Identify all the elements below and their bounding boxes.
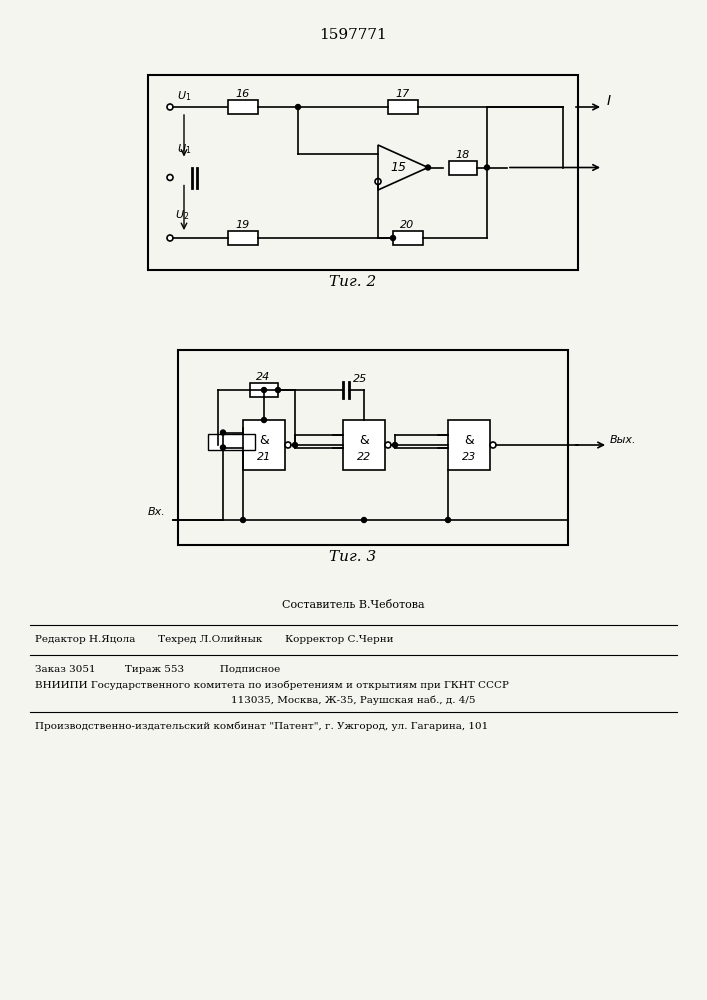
- Bar: [449, 160, 477, 174]
- Text: 21: 21: [257, 452, 271, 462]
- Circle shape: [426, 165, 431, 170]
- Text: Составитель В.Чеботова: Составитель В.Чеботова: [281, 600, 424, 610]
- Circle shape: [276, 387, 281, 392]
- Bar: [148, 75, 578, 270]
- Text: 16: 16: [235, 89, 250, 99]
- Circle shape: [293, 442, 298, 448]
- Circle shape: [484, 165, 489, 170]
- Text: &: &: [259, 434, 269, 446]
- Text: 25: 25: [353, 374, 367, 384]
- Text: $I$: $I$: [606, 94, 612, 108]
- Circle shape: [216, 442, 221, 448]
- Text: $U_1$: $U_1$: [177, 89, 192, 103]
- Circle shape: [221, 445, 226, 450]
- Text: &: &: [464, 434, 474, 446]
- Text: 17: 17: [395, 89, 409, 99]
- Bar: [343, 420, 385, 470]
- Text: 113035, Москва, Ж-35, Раушская наб., д. 4/5: 113035, Москва, Ж-35, Раушская наб., д. …: [230, 695, 475, 705]
- Circle shape: [167, 235, 173, 241]
- Bar: [228, 100, 258, 114]
- Text: 19: 19: [235, 220, 250, 230]
- Text: Производственно-издательский комбинат "Патент", г. Ужгород, ул. Гагарина, 101: Производственно-издательский комбинат "П…: [35, 721, 489, 731]
- Circle shape: [167, 104, 173, 110]
- Text: Вых.: Вых.: [610, 435, 636, 445]
- Text: Τиг. 2: Τиг. 2: [329, 275, 377, 289]
- Text: 23: 23: [462, 452, 476, 462]
- Text: Τиг. 3: Τиг. 3: [329, 550, 377, 564]
- Text: $U_2$: $U_2$: [175, 208, 189, 222]
- Bar: [178, 350, 568, 545]
- Circle shape: [262, 418, 267, 422]
- Circle shape: [262, 387, 267, 392]
- Circle shape: [392, 442, 397, 448]
- Text: Заказ 3051         Тираж 553           Подписное: Заказ 3051 Тираж 553 Подписное: [35, 666, 280, 674]
- Circle shape: [221, 430, 226, 435]
- Bar: [250, 383, 278, 397]
- Circle shape: [167, 174, 173, 180]
- Bar: [228, 231, 258, 245]
- Circle shape: [390, 235, 395, 240]
- Circle shape: [445, 518, 450, 522]
- Text: ВНИИПИ Государственного комитета по изобретениям и открытиям при ГКНТ СССР: ВНИИПИ Государственного комитета по изоб…: [35, 680, 509, 690]
- Circle shape: [285, 442, 291, 448]
- Text: 15: 15: [390, 161, 406, 174]
- Circle shape: [361, 518, 366, 522]
- Bar: [393, 231, 423, 245]
- Circle shape: [296, 104, 300, 109]
- Bar: [208, 434, 255, 450]
- Text: 22: 22: [357, 452, 371, 462]
- Circle shape: [240, 518, 245, 522]
- Bar: [448, 420, 490, 470]
- Text: &: &: [359, 434, 369, 446]
- Bar: [243, 420, 285, 470]
- Text: 18: 18: [455, 149, 469, 159]
- Text: Вх.: Вх.: [148, 507, 165, 517]
- Text: 20: 20: [400, 220, 414, 230]
- Text: $U_1$: $U_1$: [177, 142, 192, 155]
- Circle shape: [375, 178, 381, 184]
- Text: 24: 24: [256, 372, 270, 382]
- Bar: [388, 100, 418, 114]
- Text: Редактор Н.Яцола       Техред Л.Олийнык       Корректор С.Черни: Редактор Н.Яцола Техред Л.Олийнык Коррек…: [35, 636, 394, 645]
- Circle shape: [490, 442, 496, 448]
- Text: 1597771: 1597771: [319, 28, 387, 42]
- Circle shape: [385, 442, 391, 448]
